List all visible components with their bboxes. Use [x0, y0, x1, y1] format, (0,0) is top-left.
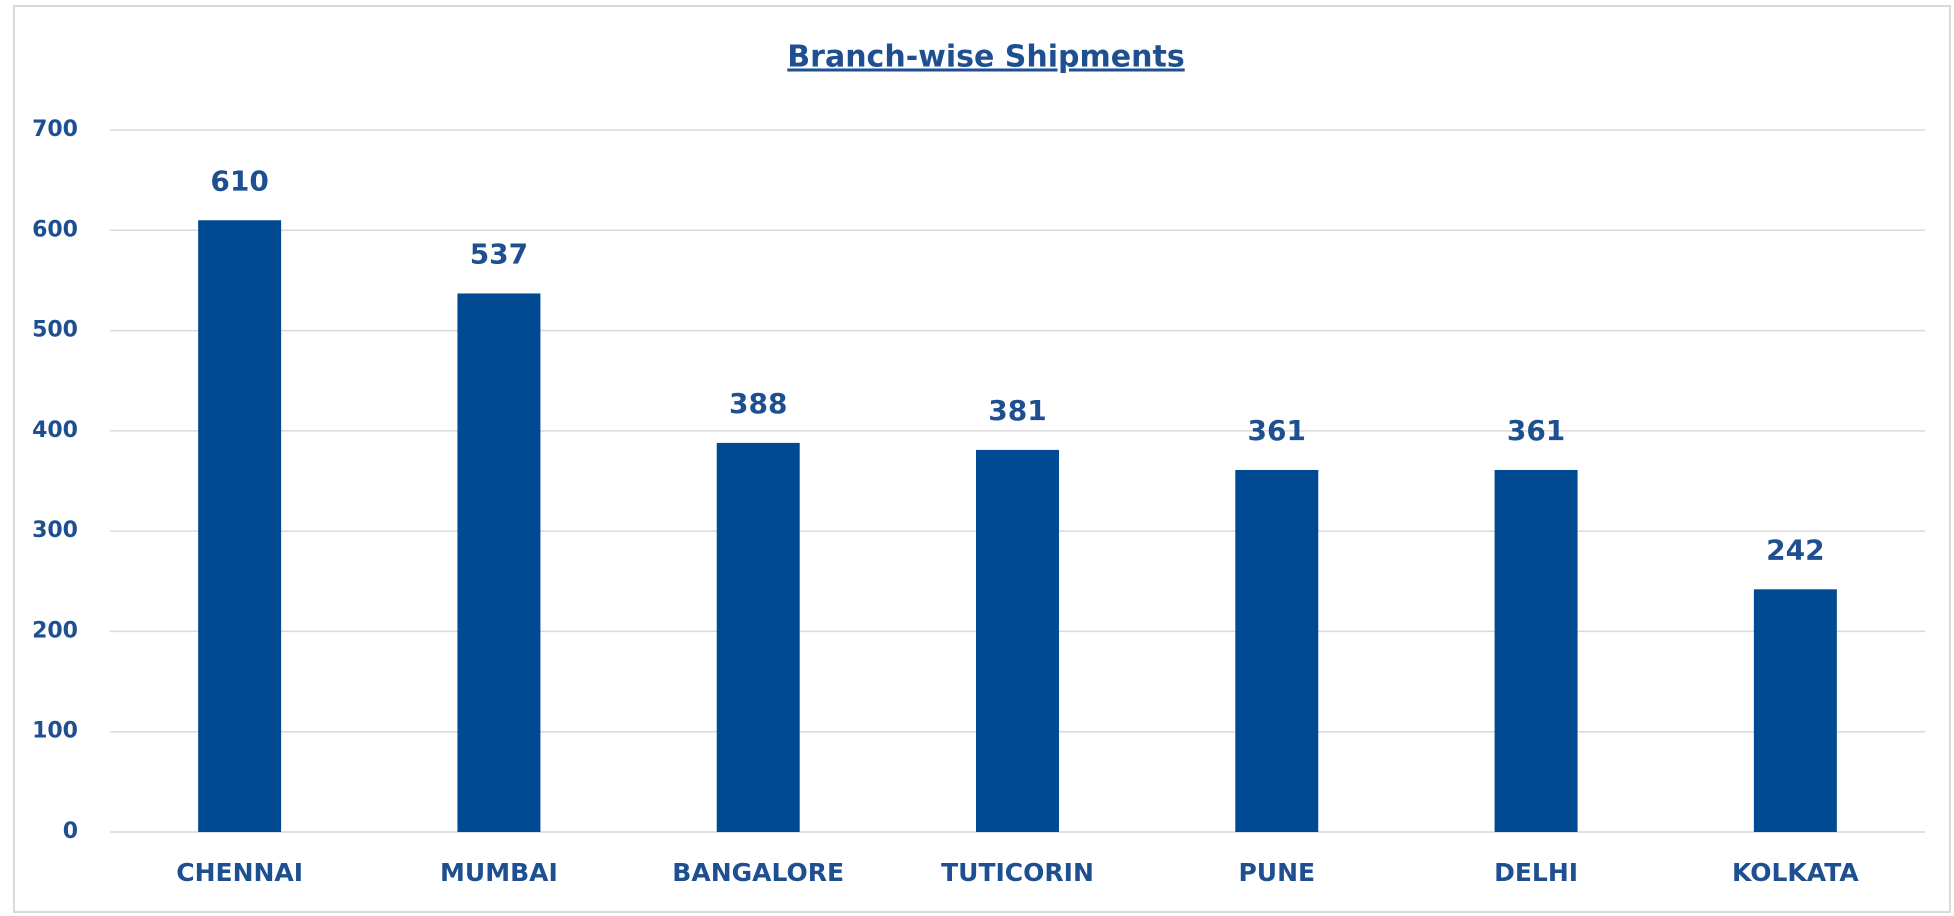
data-label: 361 [1248, 414, 1306, 447]
y-tick-label: 600 [32, 217, 78, 242]
x-tick-label: MUMBAI [440, 858, 558, 887]
bar [716, 442, 800, 832]
bar [1753, 589, 1837, 832]
bar [198, 220, 282, 832]
data-label: 388 [729, 387, 787, 420]
x-tick-label: TUTICORIN [941, 858, 1094, 887]
bar [1494, 469, 1578, 832]
y-tick-label: 500 [32, 318, 78, 343]
data-label: 610 [210, 164, 268, 197]
x-tick-label: CHENNAI [176, 858, 303, 887]
bar [457, 293, 541, 833]
bar [976, 449, 1059, 832]
x-tick-label: PUNE [1238, 858, 1315, 887]
y-tick-label: 100 [32, 719, 78, 744]
bar [1235, 469, 1319, 832]
x-tick-label: KOLKATA [1732, 858, 1859, 887]
data-label: 537 [470, 237, 528, 270]
y-tick-label: 300 [32, 518, 78, 543]
x-tick-label: DELHI [1494, 858, 1578, 887]
y-tick-label: 700 [32, 117, 78, 142]
data-label: 361 [1507, 414, 1565, 447]
y-tick-label: 200 [32, 618, 78, 643]
y-tick-label: 400 [32, 418, 78, 443]
x-tick-label: BANGALORE [672, 858, 844, 887]
y-tick-label: 0 [63, 819, 78, 844]
chart-title: Branch-wise Shipments [787, 40, 1184, 75]
data-label: 381 [988, 394, 1046, 427]
data-label: 242 [1766, 533, 1824, 566]
